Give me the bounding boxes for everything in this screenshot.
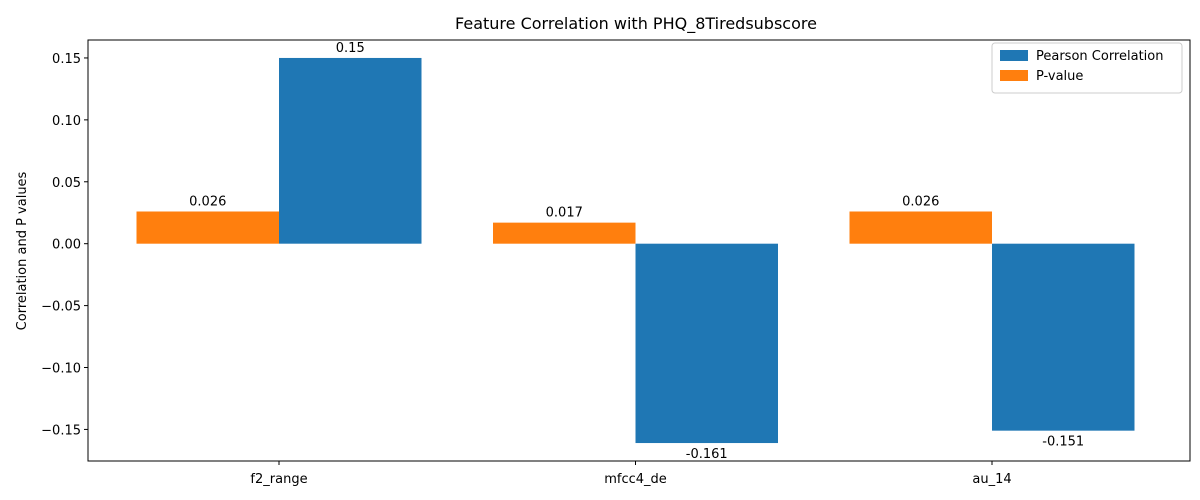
bar-pearson-mfcc4_de bbox=[635, 243, 778, 444]
y-tick-label: −0.15 bbox=[41, 423, 81, 438]
bar-pearson-au_14 bbox=[992, 243, 1135, 431]
bar-p-value-au_14 bbox=[849, 211, 992, 244]
x-tick-label-f2_range: f2_range bbox=[250, 472, 307, 487]
plot-area: 0.026 0.15 f2_range 0.017 -0.161 mfcc4_de 0.02… bbox=[41, 39, 1191, 487]
y-tick-label: −0.10 bbox=[41, 362, 81, 377]
bar-pearson-f2_range bbox=[279, 57, 422, 244]
y-tick-label: −0.05 bbox=[41, 300, 81, 315]
x-tick-label-au_14: au_14 bbox=[972, 472, 1011, 487]
data-label-pearson-au_14: -0.151 bbox=[1042, 435, 1084, 450]
bar-p-value-f2_range bbox=[136, 211, 279, 244]
bar-p-value-mfcc4_de bbox=[493, 222, 636, 244]
legend-label-p-value: P-value bbox=[1036, 69, 1083, 84]
y-axis-label: Correlation and P values bbox=[15, 171, 30, 330]
y-tick-label: 0.15 bbox=[52, 52, 81, 67]
legend-swatch-p-value bbox=[1000, 70, 1028, 81]
legend-swatch-pearson bbox=[1000, 50, 1028, 61]
data-label-pearson-f2_range: 0.15 bbox=[336, 41, 365, 56]
data-label-p-value-f2_range: 0.026 bbox=[189, 194, 226, 209]
y-tick-label: 0.00 bbox=[52, 238, 81, 253]
data-label-p-value-mfcc4_de: 0.017 bbox=[546, 206, 583, 221]
data-label-p-value-au_14: 0.026 bbox=[902, 194, 939, 209]
data-label-pearson-mfcc4_de: -0.161 bbox=[686, 447, 728, 462]
y-tick-label: 0.10 bbox=[52, 114, 81, 129]
legend-label-pearson: Pearson Correlation bbox=[1036, 49, 1163, 64]
y-tick-label: 0.05 bbox=[52, 176, 81, 191]
x-tick-label-mfcc4_de: mfcc4_de bbox=[604, 472, 667, 487]
legend-box bbox=[991, 42, 1183, 94]
chart-title: Feature Correlation with PHQ_8Tiredsubsc… bbox=[455, 14, 817, 34]
plot-frame bbox=[87, 39, 1191, 462]
legend: Pearson Correlation P-value bbox=[991, 42, 1183, 94]
